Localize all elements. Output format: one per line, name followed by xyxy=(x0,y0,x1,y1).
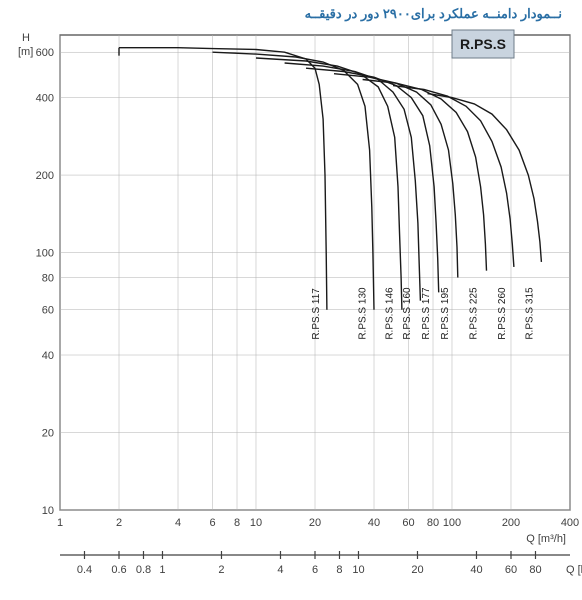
x1-tick: 10 xyxy=(250,517,262,529)
x2-tick: 4 xyxy=(277,564,283,576)
y-tick: 40 xyxy=(42,350,54,362)
x2-tick: 2 xyxy=(218,564,224,576)
x1-axis-label: Q [m³/h] xyxy=(526,533,566,545)
x2-tick: 1 xyxy=(159,564,165,576)
x1-tick: 200 xyxy=(502,517,520,529)
chart-title: نــمودار دامنــه عملکرد برای۲۹۰۰ دور در … xyxy=(305,6,562,22)
curve-label: R.PS.S 146 xyxy=(384,287,395,340)
family-badge-text: R.PS.S xyxy=(460,36,506,52)
y-tick: 80 xyxy=(42,273,54,285)
curve-label: R.PS.S 130 xyxy=(358,287,369,340)
x1-tick: 1 xyxy=(57,517,63,529)
y-tick: 20 xyxy=(42,428,54,440)
y-tick: 400 xyxy=(36,93,54,105)
curve-R.PS.S-146 xyxy=(256,58,402,310)
y-tick: 200 xyxy=(36,170,54,182)
y-tick: 10 xyxy=(42,505,54,517)
x2-tick: 8 xyxy=(336,564,342,576)
y-tick: 600 xyxy=(36,47,54,59)
x1-tick: 60 xyxy=(402,517,414,529)
performance-chart: 1246810204060801002004001020406080100200… xyxy=(0,0,582,600)
curve-label: R.PS.S 160 xyxy=(402,287,413,340)
x2-tick: 40 xyxy=(470,564,482,576)
curve-label: R.PS.S 260 xyxy=(497,287,508,340)
x1-tick: 8 xyxy=(234,517,240,529)
y-tick: 60 xyxy=(42,305,54,317)
x1-tick: 100 xyxy=(443,517,461,529)
x1-tick: 6 xyxy=(209,517,215,529)
y-axis-label: H xyxy=(22,32,30,44)
x2-tick: 6 xyxy=(312,564,318,576)
x2-tick: 60 xyxy=(505,564,517,576)
x2-tick: 10 xyxy=(352,564,364,576)
curve-R.PS.S-130 xyxy=(213,52,375,310)
x2-tick: 0.4 xyxy=(77,564,92,576)
y-tick: 100 xyxy=(36,248,54,260)
x1-tick: 400 xyxy=(561,517,579,529)
y-axis-unit: [m] xyxy=(18,46,33,58)
x1-tick: 40 xyxy=(368,517,380,529)
x1-tick: 2 xyxy=(116,517,122,529)
curve-label: R.PS.S 177 xyxy=(421,287,432,340)
x2-tick: 0.6 xyxy=(111,564,126,576)
curve-label: R.PS.S 117 xyxy=(311,288,322,340)
x2-tick: 0.8 xyxy=(136,564,151,576)
curve-label: R.PS.S 315 xyxy=(525,287,536,340)
curve-R.PS.S-195 xyxy=(334,74,458,278)
x1-tick: 20 xyxy=(309,517,321,529)
x1-tick: 4 xyxy=(175,517,181,529)
x2-tick: 20 xyxy=(411,564,423,576)
curve-label: R.PS.S 225 xyxy=(469,287,480,340)
curve-label: R.PS.S 195 xyxy=(440,287,451,340)
curve-R.PS.S-260 xyxy=(393,86,514,267)
x1-tick: 80 xyxy=(427,517,439,529)
curve-R.PS.S-117 xyxy=(119,48,327,310)
x2-axis-label: Q [l/s] xyxy=(566,564,582,576)
x2-tick: 80 xyxy=(529,564,541,576)
